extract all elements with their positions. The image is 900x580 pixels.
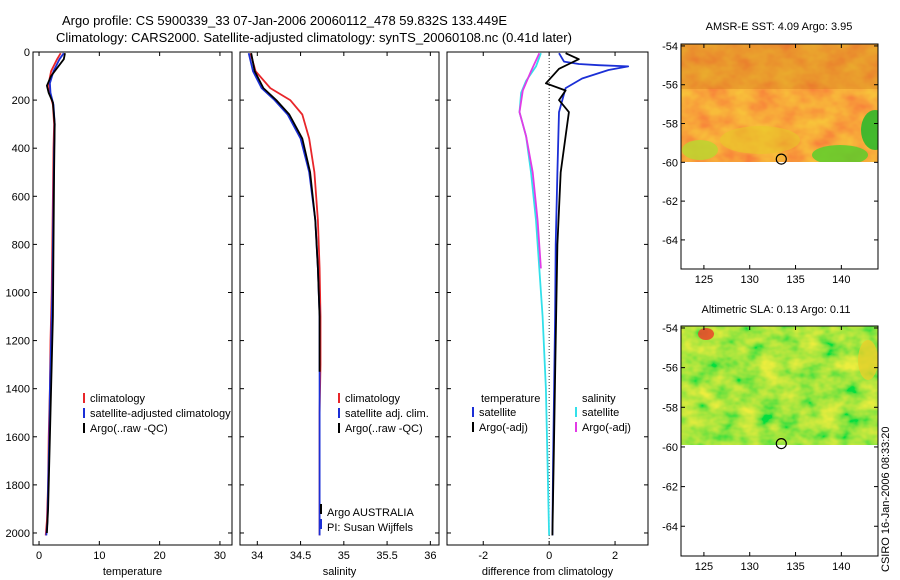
figure-title-line2: Climatology: CARS2000. Satellite-adjuste… [56, 30, 572, 45]
argo-location-marker [775, 153, 787, 165]
x-tick-label: 10 [93, 550, 105, 562]
argo-location-marker [775, 438, 787, 450]
y-tick-label: -56 [662, 363, 678, 375]
x-tick-label: 140 [832, 274, 850, 286]
series-line-temperature-argo-adj- [545, 52, 580, 536]
sst-map-title: AMSR-E SST: 4.09 Argo: 3.95 [706, 21, 853, 33]
y-tick-label: -64 [662, 521, 678, 533]
series-line-satellite-adj-clim- [247, 52, 321, 536]
temperature-panel: 0 10 20 30 0 200 400 600 800 1000 1200 1400 1600 1800… [6, 47, 233, 578]
x-tick-label: 130 [741, 274, 759, 286]
y-tick-label: 1200 [6, 336, 30, 348]
sla-map-field [681, 326, 878, 445]
y-tick-label: 400 [12, 143, 30, 155]
series-line-temperature-satellite [551, 52, 630, 536]
sla-map: Altimetric SLA: 0.13 Argo: 0.11 125 130 13… [662, 304, 879, 573]
y-tick-label: 600 [12, 191, 30, 203]
y-tick-label: -64 [662, 235, 678, 247]
legend-label: Argo(-adj) [479, 422, 528, 434]
legend-label: satellite [479, 407, 516, 419]
y-tick-label: 1000 [6, 287, 30, 299]
y-tick-label: -58 [662, 402, 678, 414]
footer-text: Argo AUSTRALIA [327, 507, 414, 519]
x-axis-label: salinity [323, 566, 357, 578]
y-tick-label: -54 [662, 323, 678, 335]
y-tick-label: -54 [662, 41, 678, 53]
x-tick-label: 34 [251, 550, 263, 562]
x-tick-label: 20 [154, 550, 166, 562]
salinity-panel: 34 34.5 35 35.5 36 salinity climatology satelli… [239, 51, 440, 578]
legend-label: satellite adj. clim. [345, 408, 429, 420]
x-tick-label: 0 [36, 550, 42, 562]
legend-heading: salinity [582, 393, 616, 405]
legend-label: satellite-adjusted climatology [90, 408, 231, 420]
y-tick-label: -60 [662, 157, 678, 169]
y-tick-label: 1400 [6, 384, 30, 396]
y-tick-label: -60 [662, 442, 678, 454]
x-tick-label: 125 [695, 274, 713, 286]
footer-text: PI: Susan Wijffels [327, 522, 413, 534]
y-tick-label: 800 [12, 239, 30, 251]
plot-frame [32, 51, 233, 546]
series-line-argo-raw-qc- [250, 53, 321, 372]
legend-label: climatology [345, 393, 401, 405]
x-axis-label: temperature [103, 566, 162, 578]
y-tick-label: -62 [662, 196, 678, 208]
y-tick-label: 0 [24, 47, 30, 59]
x-tick-label: 35.5 [376, 550, 397, 562]
series-line-climatology [249, 52, 322, 536]
y-tick-label: 1800 [6, 480, 30, 492]
x-tick-label: 0 [546, 550, 552, 562]
x-tick-label: 125 [695, 561, 713, 573]
timestamp-label: CSIRO 16-Jan-2006 08:33:20 [880, 426, 892, 572]
difference-panel: -2 0 2 difference from climatology temperatu… [446, 51, 649, 578]
x-tick-label: 140 [832, 561, 850, 573]
map-frame [680, 43, 879, 270]
x-tick-label: 135 [786, 274, 804, 286]
x-tick-label: 2 [612, 550, 618, 562]
legend-label: Argo(..raw -QC) [90, 423, 168, 435]
legend-label: satellite [582, 407, 619, 419]
y-tick-label: -58 [662, 119, 678, 131]
x-tick-label: -2 [478, 550, 488, 562]
y-tick-label: -56 [662, 80, 678, 92]
y-tick-label: 200 [12, 95, 30, 107]
x-tick-label: 35 [338, 550, 350, 562]
series-line-salinity-argo-adj- [518, 52, 542, 269]
plot-frame [239, 51, 440, 546]
y-tick-label: 1600 [6, 432, 30, 444]
figure-title-line1: Argo profile: CS 5900339_33 07-Jan-2006 … [62, 13, 507, 28]
map-frame [680, 325, 879, 557]
legend-heading: temperature [481, 393, 540, 405]
x-tick-label: 135 [786, 561, 804, 573]
x-axis-label: difference from climatology [482, 566, 614, 578]
x-tick-label: 36 [424, 550, 436, 562]
x-tick-label: 30 [214, 550, 226, 562]
sst-map: AMSR-E SST: 4.09 Argo: 3.95 125 130 135 140… [662, 21, 879, 286]
plot-frame [446, 51, 649, 546]
x-tick-label: 34.5 [290, 550, 311, 562]
legend-label: climatology [90, 393, 146, 405]
series-line-argo-raw-qc- [46, 53, 66, 534]
x-tick-label: 130 [741, 561, 759, 573]
y-tick-label: -62 [662, 482, 678, 494]
legend-label: Argo(..raw -QC) [345, 423, 423, 435]
y-tick-label: 2000 [6, 528, 30, 540]
sla-map-title: Altimetric SLA: 0.13 Argo: 0.11 [702, 304, 851, 316]
legend-label: Argo(-adj) [582, 422, 631, 434]
sst-map-field [681, 44, 878, 162]
